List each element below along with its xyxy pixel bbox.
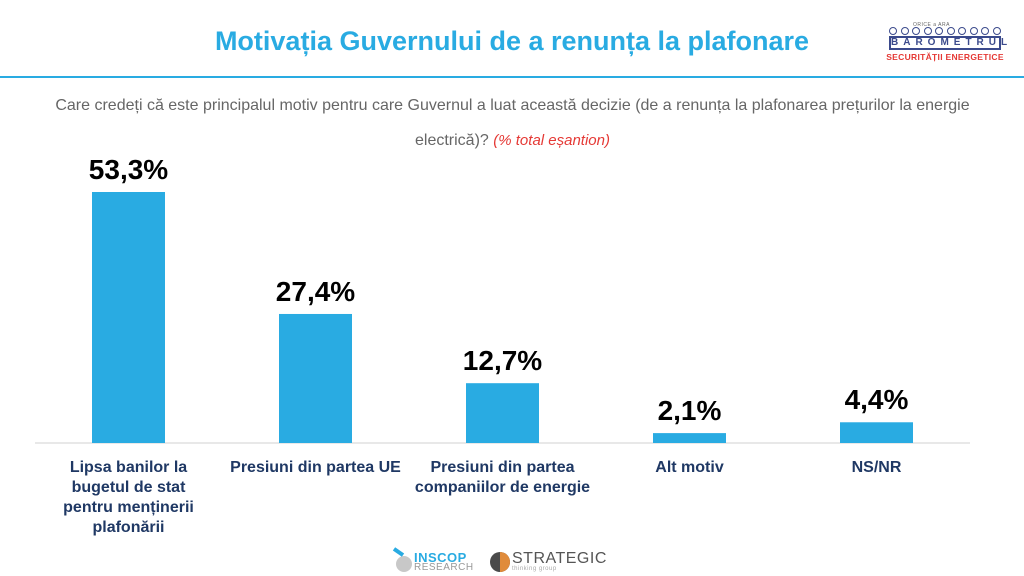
bar-value-label-4: 4,4%: [844, 384, 909, 416]
logo-dots-icon: [889, 27, 1001, 35]
bar-4: [840, 422, 913, 443]
survey-question: Care credeți că este principalul motiv p…: [40, 88, 985, 158]
question-note: (% total eșantion): [493, 132, 610, 149]
page-title: Motivația Guvernului de a renunța la pla…: [214, 26, 810, 56]
category-label-4: NS/NR: [851, 459, 902, 476]
strategic-name: STRATEGIC: [512, 550, 607, 567]
logo-main-text: BAROMETRUL: [889, 36, 1013, 50]
bar-value-label-1: 27,4%: [275, 275, 356, 307]
bar-2: [466, 383, 539, 443]
title-divider: [0, 76, 1024, 78]
bar-0: [92, 192, 165, 443]
bar-3: [653, 433, 726, 443]
logo-sub-text: SECURITĂȚII ENERGETICE: [886, 52, 1004, 62]
category-label-3: Alt motiv: [655, 459, 724, 476]
logo-top-text: ORICE a ARA: [913, 22, 950, 28]
strategic-logo: STRATEGIC thinking group: [490, 550, 615, 574]
strategic-sub: thinking group: [512, 566, 557, 572]
category-label-2: Presiuni din partea companiilor de energ…: [414, 459, 591, 496]
strategic-mark-icon: [490, 552, 510, 572]
barometer-logo: ORICE a ARA BAROMETRUL SECURITĂȚII ENERG…: [885, 22, 1013, 64]
bar-value-label-2: 12,7%: [462, 345, 543, 377]
question-text: Care credeți că este principalul motiv p…: [55, 97, 970, 149]
bar-value-label-0: 53,3%: [88, 154, 169, 185]
inscop-mark-icon: [396, 556, 412, 572]
inscop-logo: INSCOP RESEARCH: [392, 550, 482, 574]
bar-1: [279, 313, 352, 443]
category-label-0: Lipsa banilor la bugetul de stat pentru …: [63, 459, 194, 536]
inscop-sub: RESEARCH: [414, 562, 474, 573]
category-label-1: Presiuni din partea UE: [230, 459, 401, 476]
bar-value-label-3: 2,1%: [657, 395, 722, 427]
inscop-name: INSCOP: [414, 550, 467, 565]
